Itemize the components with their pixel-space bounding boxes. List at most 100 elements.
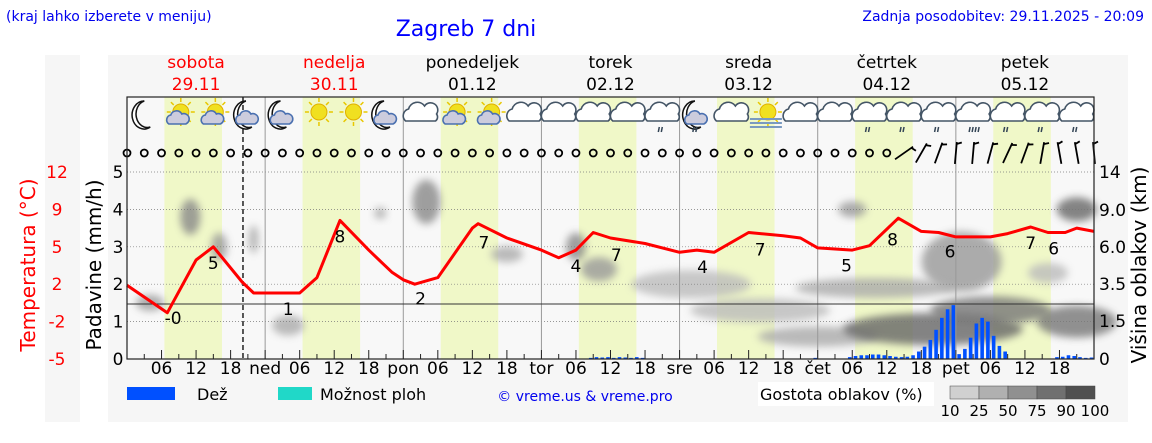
- wind-barb-icon: [894, 145, 917, 161]
- rain-bar: [870, 354, 875, 359]
- cloud-height-tick-label: 6.0: [1099, 238, 1126, 258]
- cloud-height-tick-label: 3.5: [1099, 275, 1126, 295]
- moon-cloud-rain-icon: [681, 100, 708, 133]
- cloud-density-swatch: [1036, 385, 1067, 400]
- cloud-height-axis-title: Višina oblakov (km): [1127, 167, 1151, 364]
- cloud-blob: [272, 315, 305, 336]
- day-date: 05.12: [1001, 75, 1050, 95]
- rain-bar: [1072, 356, 1077, 359]
- sun-cloud-icon: [476, 98, 506, 126]
- calm-wind-icon: [208, 148, 218, 158]
- temp-tick-label: 9: [52, 200, 63, 220]
- calm-wind-icon: [381, 148, 391, 158]
- calm-wind-icon: [571, 148, 581, 158]
- x-tick-label: 06: [427, 359, 449, 379]
- calm-wind-icon: [364, 148, 374, 158]
- cloud-blob: [180, 198, 201, 235]
- calm-wind-icon: [191, 148, 201, 158]
- rain-bar: [623, 357, 628, 359]
- rain-bar: [1089, 357, 1094, 359]
- daylight-band: [302, 97, 361, 359]
- calm-wind-icon: [882, 148, 892, 158]
- temperature-label: 1: [283, 300, 294, 320]
- day-date: 01.12: [448, 75, 497, 95]
- x-tick-label: 06: [565, 359, 587, 379]
- copyright-link[interactable]: © vreme.us & vreme.pro: [497, 389, 672, 405]
- rain-bar: [634, 357, 639, 359]
- rain-bar: [1066, 355, 1071, 359]
- calm-wind-icon: [329, 148, 339, 158]
- rain-tick-label: 5: [113, 163, 124, 183]
- x-tick-label: 06: [151, 359, 173, 379]
- showers-legend-swatch: [278, 387, 312, 400]
- calm-wind-icon: [260, 148, 270, 158]
- temperature-label: 7: [1025, 234, 1036, 254]
- rain-legend-label: Dež: [197, 385, 228, 404]
- calm-wind-icon: [174, 148, 184, 158]
- rain-bar: [1078, 357, 1082, 359]
- cloudy-icon: [713, 101, 750, 122]
- temperature-label: 7: [478, 234, 489, 254]
- rain-bar: [974, 323, 979, 359]
- cloudy-icon: [575, 101, 612, 122]
- rain-bar: [600, 357, 605, 359]
- temperature-label: 7: [611, 246, 622, 266]
- calm-wind-icon: [295, 148, 305, 158]
- last-updated: Zadnja posodobitev: 29.11.2025 - 20:09: [862, 9, 1144, 25]
- rain-tick-label: 4: [113, 200, 124, 220]
- showers-legend-label: Možnost ploh: [320, 385, 426, 404]
- sun-small-cloud-icon: [200, 98, 230, 126]
- cloudy-rain-icon: [1024, 101, 1061, 133]
- calm-wind-icon: [157, 148, 166, 158]
- cloudy-icon: [782, 101, 819, 122]
- rain-bar: [876, 354, 881, 359]
- cloud-height-tick-label: 1.5: [1099, 312, 1126, 332]
- rain-bar: [899, 357, 904, 359]
- rain-bar: [617, 357, 622, 359]
- rain-bar: [986, 321, 990, 359]
- sun-icon: [339, 98, 368, 126]
- calm-wind-icon: [847, 148, 857, 158]
- calm-wind-icon: [347, 148, 356, 158]
- calm-wind-icon: [226, 148, 236, 158]
- grid: [127, 97, 1094, 359]
- x-tick-label: 06: [289, 359, 311, 379]
- cloudy-rain-icon: [851, 101, 888, 133]
- cloud-blob: [690, 298, 831, 323]
- x-tick-label: 18: [772, 359, 794, 379]
- cloud-blob: [580, 257, 617, 282]
- temp-tick-label: 12: [46, 163, 68, 183]
- x-tick-label: 06: [703, 359, 725, 379]
- cloud-scale-label: 10: [940, 402, 959, 420]
- x-tick-label: 12: [185, 359, 207, 379]
- calm-wind-icon: [588, 148, 598, 158]
- cloudy-rain-icon: [644, 101, 681, 133]
- rain-bar: [917, 351, 921, 359]
- rain-bar: [922, 346, 927, 359]
- x-tick-label: 12: [600, 359, 622, 379]
- day-date: 04.12: [862, 75, 911, 95]
- temperature-label: 7: [755, 241, 766, 261]
- calm-wind-icon: [778, 148, 788, 158]
- rain-tick-label: 2: [113, 275, 124, 295]
- x-tick-label: 18: [911, 359, 933, 379]
- wind-barb-icon: [986, 142, 999, 164]
- rain-bar: [853, 356, 858, 359]
- wind-row: [122, 140, 1099, 165]
- wind-barb-icon: [1002, 142, 1017, 164]
- wind-barb-icon: [1073, 140, 1081, 164]
- calm-wind-icon: [865, 148, 874, 158]
- rain-bar: [594, 357, 599, 359]
- temperature-line: [126, 216, 1095, 315]
- day-date: 29.11: [172, 75, 221, 95]
- rain-bar: [997, 345, 1002, 359]
- calm-wind-icon: [554, 148, 564, 158]
- wind-barb-icon: [933, 142, 948, 164]
- moon-cloud-icon: [232, 100, 260, 130]
- x-tick-label: 06: [980, 359, 1002, 379]
- day-name: sreda: [725, 53, 772, 73]
- rain-legend-swatch: [127, 387, 175, 400]
- calm-wind-icon: [537, 148, 546, 158]
- cloudy-icon: [540, 101, 577, 122]
